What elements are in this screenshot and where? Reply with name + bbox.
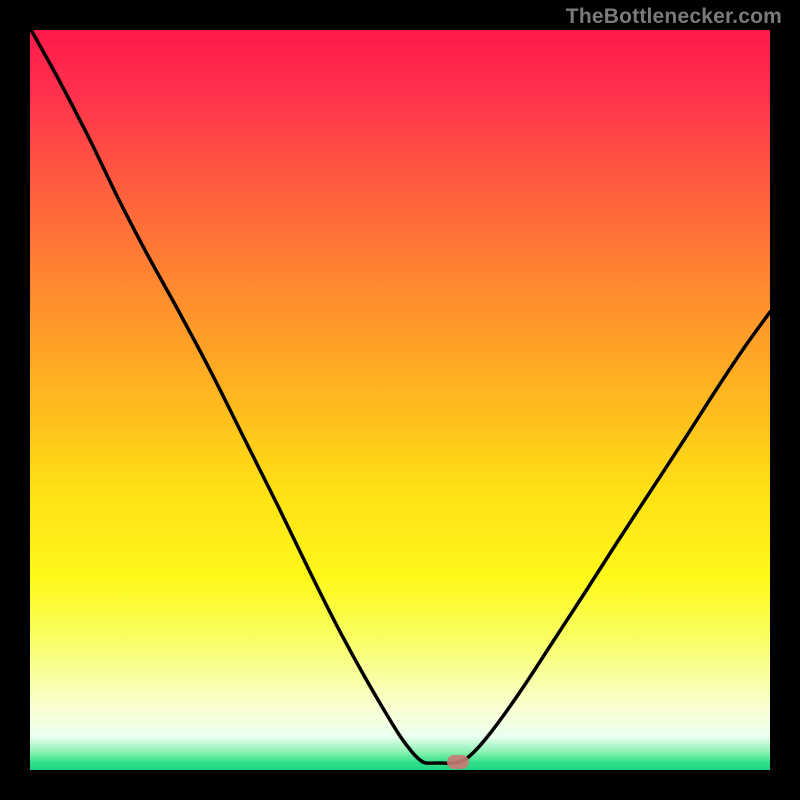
- bottleneck-chart: [0, 0, 800, 800]
- plot-area: [30, 30, 770, 770]
- watermark-text: TheBottlenecker.com: [566, 5, 782, 29]
- minimum-marker: [447, 755, 469, 769]
